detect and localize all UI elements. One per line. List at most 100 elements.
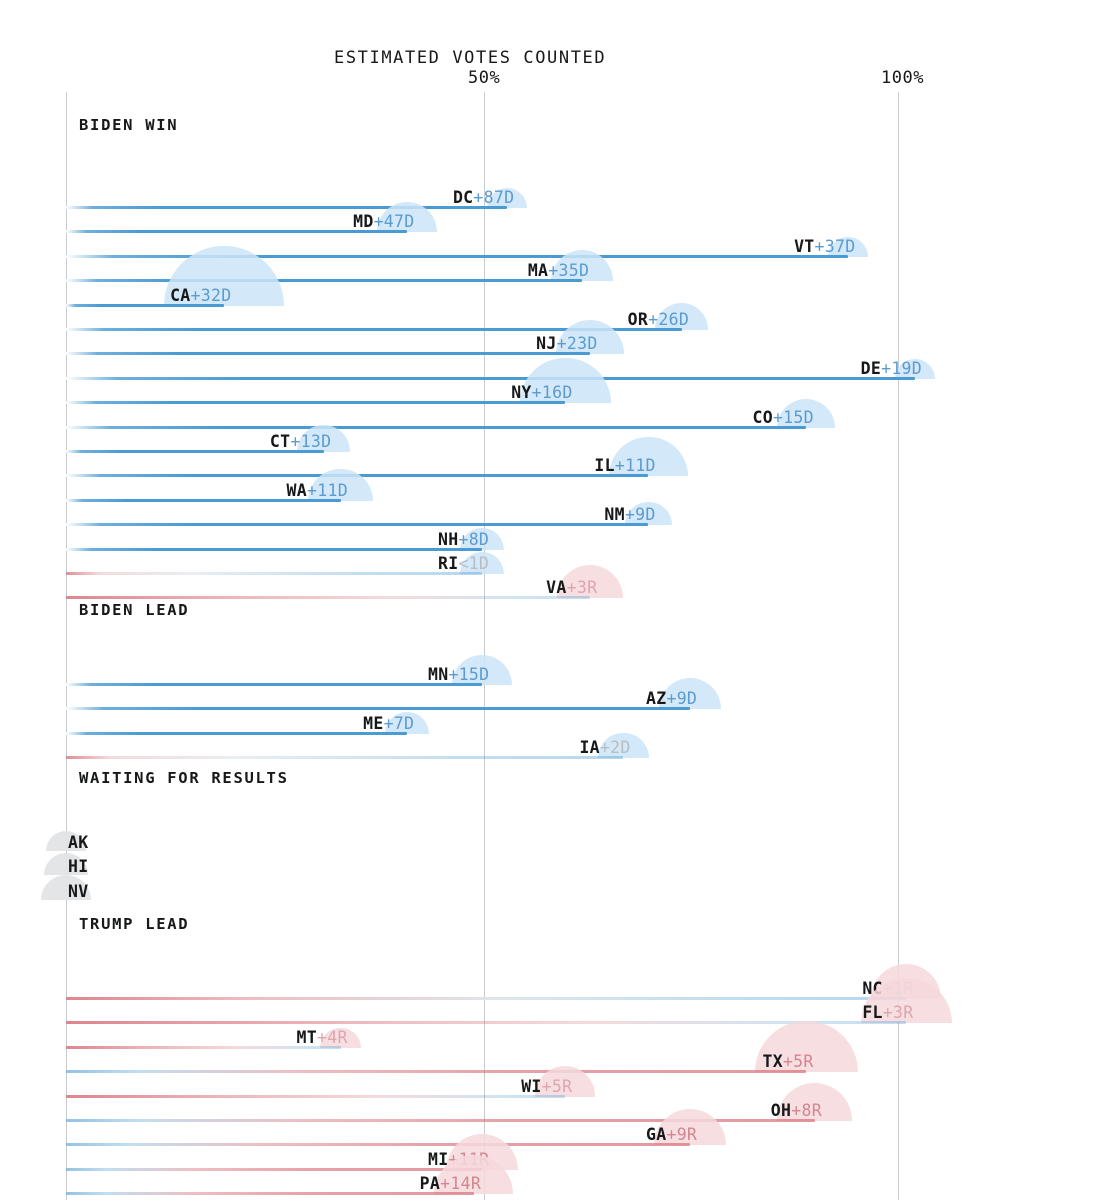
margin-value: +32D: [190, 285, 232, 305]
axis-left: [66, 92, 67, 1200]
table-row: MA+35D: [0, 249, 1105, 285]
margin-value: +15D: [448, 665, 490, 684]
table-row: VA+3R: [0, 565, 1105, 602]
table-row: DE+19D: [0, 357, 1105, 383]
state-margin-label-md: MD+47D: [353, 214, 414, 231]
state-abbrev: MI: [428, 1149, 449, 1169]
margin-value: +4R: [317, 1027, 348, 1047]
track-dc: [66, 206, 507, 209]
hill-dc: [486, 187, 528, 208]
table-row: NV: [0, 874, 1105, 904]
state-margin-label-fl: FL+3R: [862, 1005, 913, 1022]
state-margin-label-ct: CT+13D: [269, 432, 332, 451]
state-abbrev: WA: [286, 480, 308, 500]
state-abbrev: TX: [762, 1052, 783, 1072]
state-margin-label-il: IL+11D: [594, 458, 655, 475]
track-co: [66, 425, 807, 429]
gridline-50: [484, 92, 485, 1200]
state-abbrev: RI: [438, 554, 459, 573]
margin-value: +37D: [814, 236, 856, 256]
table-row: IA+2D: [0, 733, 1105, 762]
track-mt: [66, 1045, 341, 1049]
margin-value: +5R: [782, 1052, 814, 1072]
state-abbrev: DC: [452, 188, 474, 207]
margin-value: +87D: [473, 188, 515, 207]
margin-value: <1D: [458, 554, 490, 573]
state-margin-label-ca: CA+32D: [170, 285, 232, 305]
hill-hi: [44, 853, 88, 876]
state-margin-label-nj: NJ+23D: [536, 336, 597, 353]
margin-value: +26D: [648, 310, 690, 329]
table-row: HI: [0, 853, 1105, 879]
track-ri: [66, 572, 482, 575]
margin-value: +11D: [307, 480, 348, 500]
margin-value: +7D: [383, 713, 415, 733]
state-abbrev: CT: [269, 432, 291, 451]
state-margin-label-wa: WA+11D: [286, 480, 348, 500]
state-abbrev: CA: [170, 285, 191, 305]
track-ca: [66, 303, 225, 307]
table-row: CT+13D: [0, 425, 1105, 456]
track-fl: [66, 1021, 907, 1025]
state-margin-label-ia: IA+2D: [579, 738, 631, 758]
track-tx: [66, 1070, 807, 1074]
state-label-hi: HI: [68, 857, 89, 877]
track-ny: [66, 401, 566, 405]
state-abbrev: MA: [527, 261, 549, 281]
table-row: DC+87D: [0, 186, 1105, 212]
table-row: MD+47D: [0, 202, 1105, 236]
track-ct: [66, 450, 324, 453]
margin-value: +16D: [531, 383, 573, 403]
table-row: OR+26D: [0, 303, 1105, 334]
state-margin-label-ga: GA+9R: [646, 1127, 697, 1144]
state-abbrev: OR: [627, 310, 649, 329]
state-margin-label-az: AZ+9D: [646, 691, 697, 708]
table-row: NH+8D: [0, 527, 1105, 554]
track-nc: [66, 997, 907, 1000]
table-row: MT+4R: [0, 1026, 1105, 1052]
hill-ri: [460, 552, 504, 574]
track-mi: [66, 1167, 482, 1171]
table-row: OH+8R: [0, 1083, 1105, 1125]
state-margin-label-ma: MA+35D: [527, 261, 590, 281]
state-abbrev: NH: [438, 529, 459, 549]
table-row: PA+14R: [0, 1154, 1105, 1198]
state-margin-label-nm: NM+9D: [604, 505, 656, 525]
track-nj: [66, 352, 591, 356]
chart-title: ESTIMATED VOTES COUNTED: [334, 48, 607, 68]
table-row: NY+16D: [0, 357, 1105, 407]
hill-mt: [320, 1027, 361, 1048]
state-abbrev: IA: [579, 738, 600, 758]
hill-me: [385, 711, 430, 734]
margin-value: +9D: [624, 505, 656, 525]
state-abbrev: WI: [521, 1076, 542, 1096]
margin-value: +23D: [556, 334, 598, 354]
table-row: RI<1D: [0, 552, 1105, 578]
table-row: WA+11D: [0, 468, 1105, 505]
margin-value: +3R: [882, 1003, 914, 1023]
track-ia: [66, 756, 624, 760]
state-abbrev: ME: [363, 713, 384, 733]
state-abbrev: CO: [752, 407, 773, 427]
table-row: IL+11D: [0, 437, 1105, 480]
state-margin-label-wi: WI+5R: [521, 1076, 572, 1096]
gridline-100: [898, 92, 899, 1200]
track-de: [66, 376, 915, 380]
hill-ak: [45, 830, 87, 851]
margin-value: +47D: [373, 212, 415, 232]
margin-value: +8R: [791, 1101, 822, 1120]
margin-value: +35D: [548, 261, 590, 281]
table-row: AZ+9D: [0, 678, 1105, 713]
track-wi: [66, 1094, 566, 1098]
track-mn: [66, 683, 482, 686]
margin-value: +3R: [566, 578, 598, 598]
state-margin-label-de: DE+19D: [861, 360, 922, 378]
table-row: AK: [0, 829, 1105, 855]
margin-value: +8D: [458, 529, 490, 549]
state-margin-label-pa: PA+14R: [420, 1175, 481, 1193]
margin-value: +13D: [290, 432, 332, 451]
margin-value: +2D: [599, 738, 631, 758]
state-abbrev: VT: [794, 236, 815, 256]
state-abbrev: FL: [862, 1003, 883, 1023]
